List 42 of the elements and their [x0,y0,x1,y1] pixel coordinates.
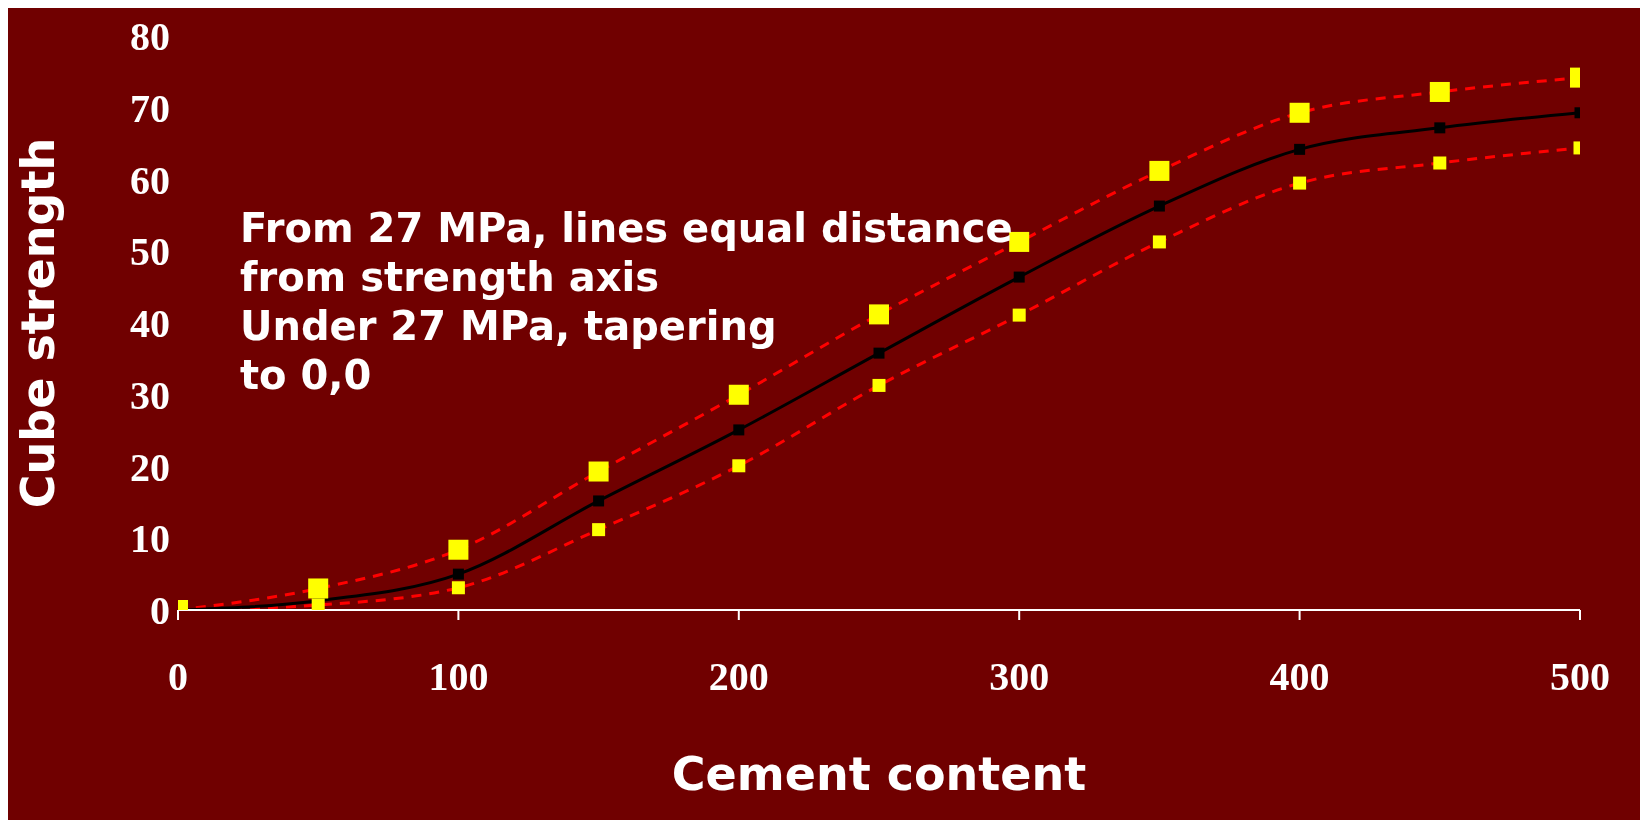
y-tick-label: 70 [130,85,170,131]
point [593,495,605,507]
point [1294,143,1306,155]
point [728,384,749,405]
point [451,581,465,595]
point [308,578,329,599]
x-tick-label: 100 [428,654,489,700]
point [1152,235,1166,249]
point [869,304,889,325]
x-tick-label: 200 [708,654,769,700]
point [452,568,464,580]
point [1429,81,1450,102]
point [592,523,606,537]
point [1289,102,1310,123]
y-tick-label: 30 [130,372,170,418]
point [588,461,609,482]
x-axis-title: Cement content [671,747,1087,801]
point [1013,271,1025,283]
point [1293,176,1307,190]
point [872,378,886,392]
point [1149,160,1170,181]
point [1009,231,1030,252]
y-tick-label: 80 [130,14,170,60]
point [733,424,745,436]
x-tick-label: 300 [989,654,1050,700]
y-tick-label: 0 [150,588,170,634]
point [448,539,469,560]
point [873,347,885,359]
y-tick-label: 40 [130,301,170,347]
point [1434,122,1446,134]
point [732,459,746,473]
y-tick-label: 20 [130,444,170,490]
y-tick-label: 50 [130,229,170,275]
point [1153,200,1165,212]
x-tick-label: 500 [1550,654,1610,700]
y-tick-label: 10 [130,516,170,562]
y-axis-title: Cube strength [11,137,66,509]
point [1012,308,1026,322]
x-tick-label: 400 [1269,654,1330,700]
point [1433,156,1447,170]
y-tick-label: 60 [130,157,170,203]
annotation: From 27 MPa, lines equal distance from strength axis Under 27 MPa, tapering to 0,0 [240,204,1013,400]
